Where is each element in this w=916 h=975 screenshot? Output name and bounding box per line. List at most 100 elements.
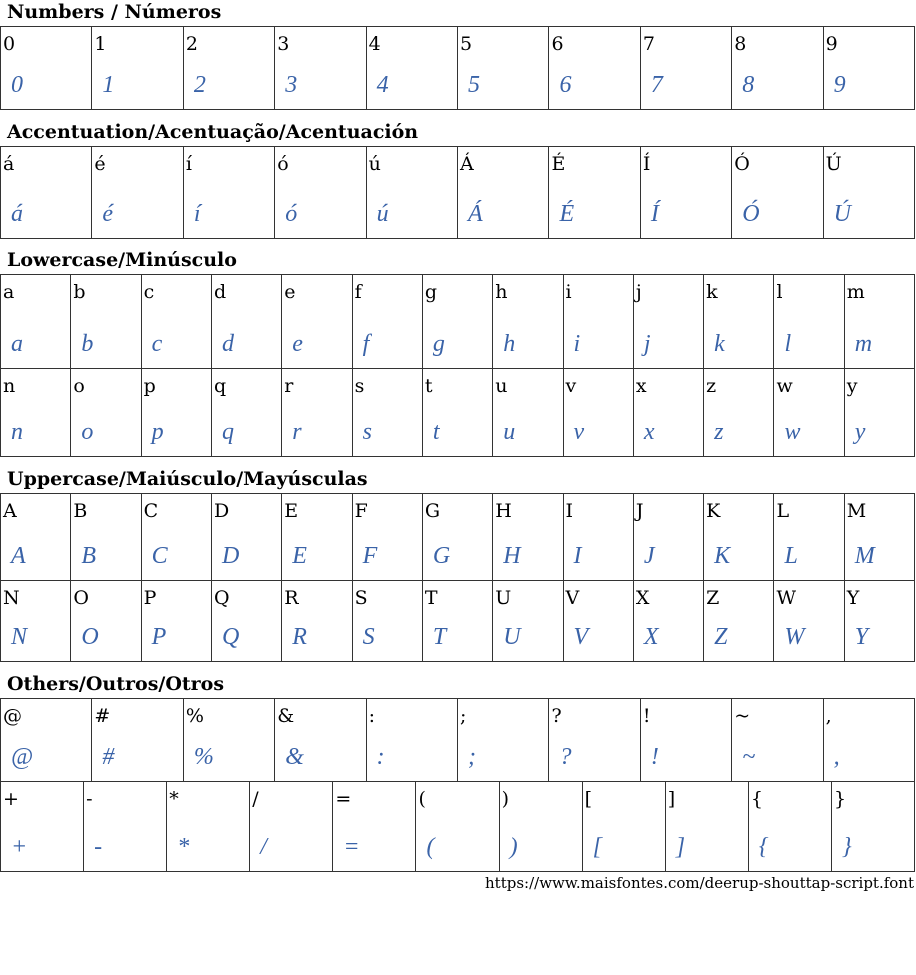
character-label: h	[495, 281, 508, 303]
character-label: j	[635, 281, 642, 303]
character-label: w	[776, 375, 793, 397]
character-label: I	[565, 500, 574, 522]
character-label: B	[73, 500, 88, 522]
section-title: Numbers / Números	[7, 1, 222, 23]
glyph-cell: / /	[250, 782, 334, 872]
glyph-cell: !!	[640, 698, 733, 782]
glyph-cell: + +	[1, 782, 85, 872]
character-label: )	[501, 788, 509, 810]
character-label: /	[252, 788, 259, 810]
character-label: S	[354, 587, 368, 609]
script-glyph-sample: )	[509, 834, 518, 860]
script-glyph-sample: l	[784, 331, 792, 357]
character-label: T	[424, 587, 438, 609]
script-glyph-sample: ~	[742, 744, 756, 770]
character-label: +	[3, 788, 19, 810]
script-glyph-sample: z	[714, 419, 724, 445]
character-label: ~	[734, 705, 751, 727]
character-label: é	[94, 153, 106, 175]
character-label: U	[495, 587, 512, 609]
script-glyph-sample: V	[573, 624, 589, 650]
script-glyph-sample: 8	[742, 72, 755, 98]
glyph-cell: & &	[275, 698, 367, 782]
script-glyph-sample: 0	[11, 72, 23, 98]
script-glyph-sample: B	[81, 543, 96, 569]
character-label: 9	[825, 33, 838, 55]
script-glyph-sample: t	[432, 419, 440, 445]
character-label: V	[565, 587, 580, 609]
character-label: J	[635, 500, 644, 522]
script-glyph-sample: U	[503, 624, 521, 650]
script-glyph-sample: Q	[221, 624, 240, 650]
glyph-grid-row: @ @ # #%% & &::;;??!! ~ ~,,	[0, 698, 916, 782]
character-label: í	[185, 153, 192, 175]
script-glyph-sample: %	[193, 744, 214, 770]
script-glyph-sample: !	[650, 744, 659, 770]
script-glyph-sample: ;	[468, 744, 477, 770]
glyph-cell: ))	[499, 782, 583, 872]
script-glyph-sample: N	[11, 624, 28, 650]
character-label: b	[73, 281, 86, 303]
script-glyph-sample: #	[102, 744, 115, 770]
character-label: *	[169, 788, 179, 810]
script-glyph-sample: G	[432, 543, 451, 569]
section-title: Uppercase/Maiúsculo/Mayúsculas	[7, 468, 368, 490]
glyph-grid-row: + + - - * * / / = =(())[[]]{{}}	[0, 782, 916, 872]
character-label: R	[284, 587, 299, 609]
script-glyph-sample: m	[854, 331, 873, 357]
glyph-cell: = =	[333, 782, 417, 872]
script-glyph-sample: P	[151, 624, 167, 650]
character-label: Ú	[825, 153, 842, 175]
character-label: 8	[734, 33, 747, 55]
script-glyph-sample: /	[260, 834, 267, 860]
character-label: o	[73, 375, 85, 397]
character-label: Í	[642, 153, 651, 175]
script-glyph-sample: 4	[376, 72, 389, 98]
character-label: {	[750, 788, 763, 810]
glyph-cell: {{	[748, 782, 832, 872]
script-glyph-sample: [	[592, 834, 602, 860]
character-label: 1	[94, 33, 107, 55]
glyph-cell: %%	[183, 698, 276, 782]
glyph-cell: # #	[92, 698, 184, 782]
glyph-cell: * *	[167, 782, 251, 872]
glyph-cell: [[	[582, 782, 666, 872]
character-label: M	[846, 500, 867, 522]
script-glyph-sample: Í	[650, 201, 659, 227]
script-glyph-sample: {	[758, 834, 769, 860]
character-label: e	[284, 281, 296, 303]
character-label: Y	[846, 587, 860, 609]
glyph-cell: ??	[549, 698, 641, 782]
glyph-cell: ~ ~	[732, 698, 824, 782]
